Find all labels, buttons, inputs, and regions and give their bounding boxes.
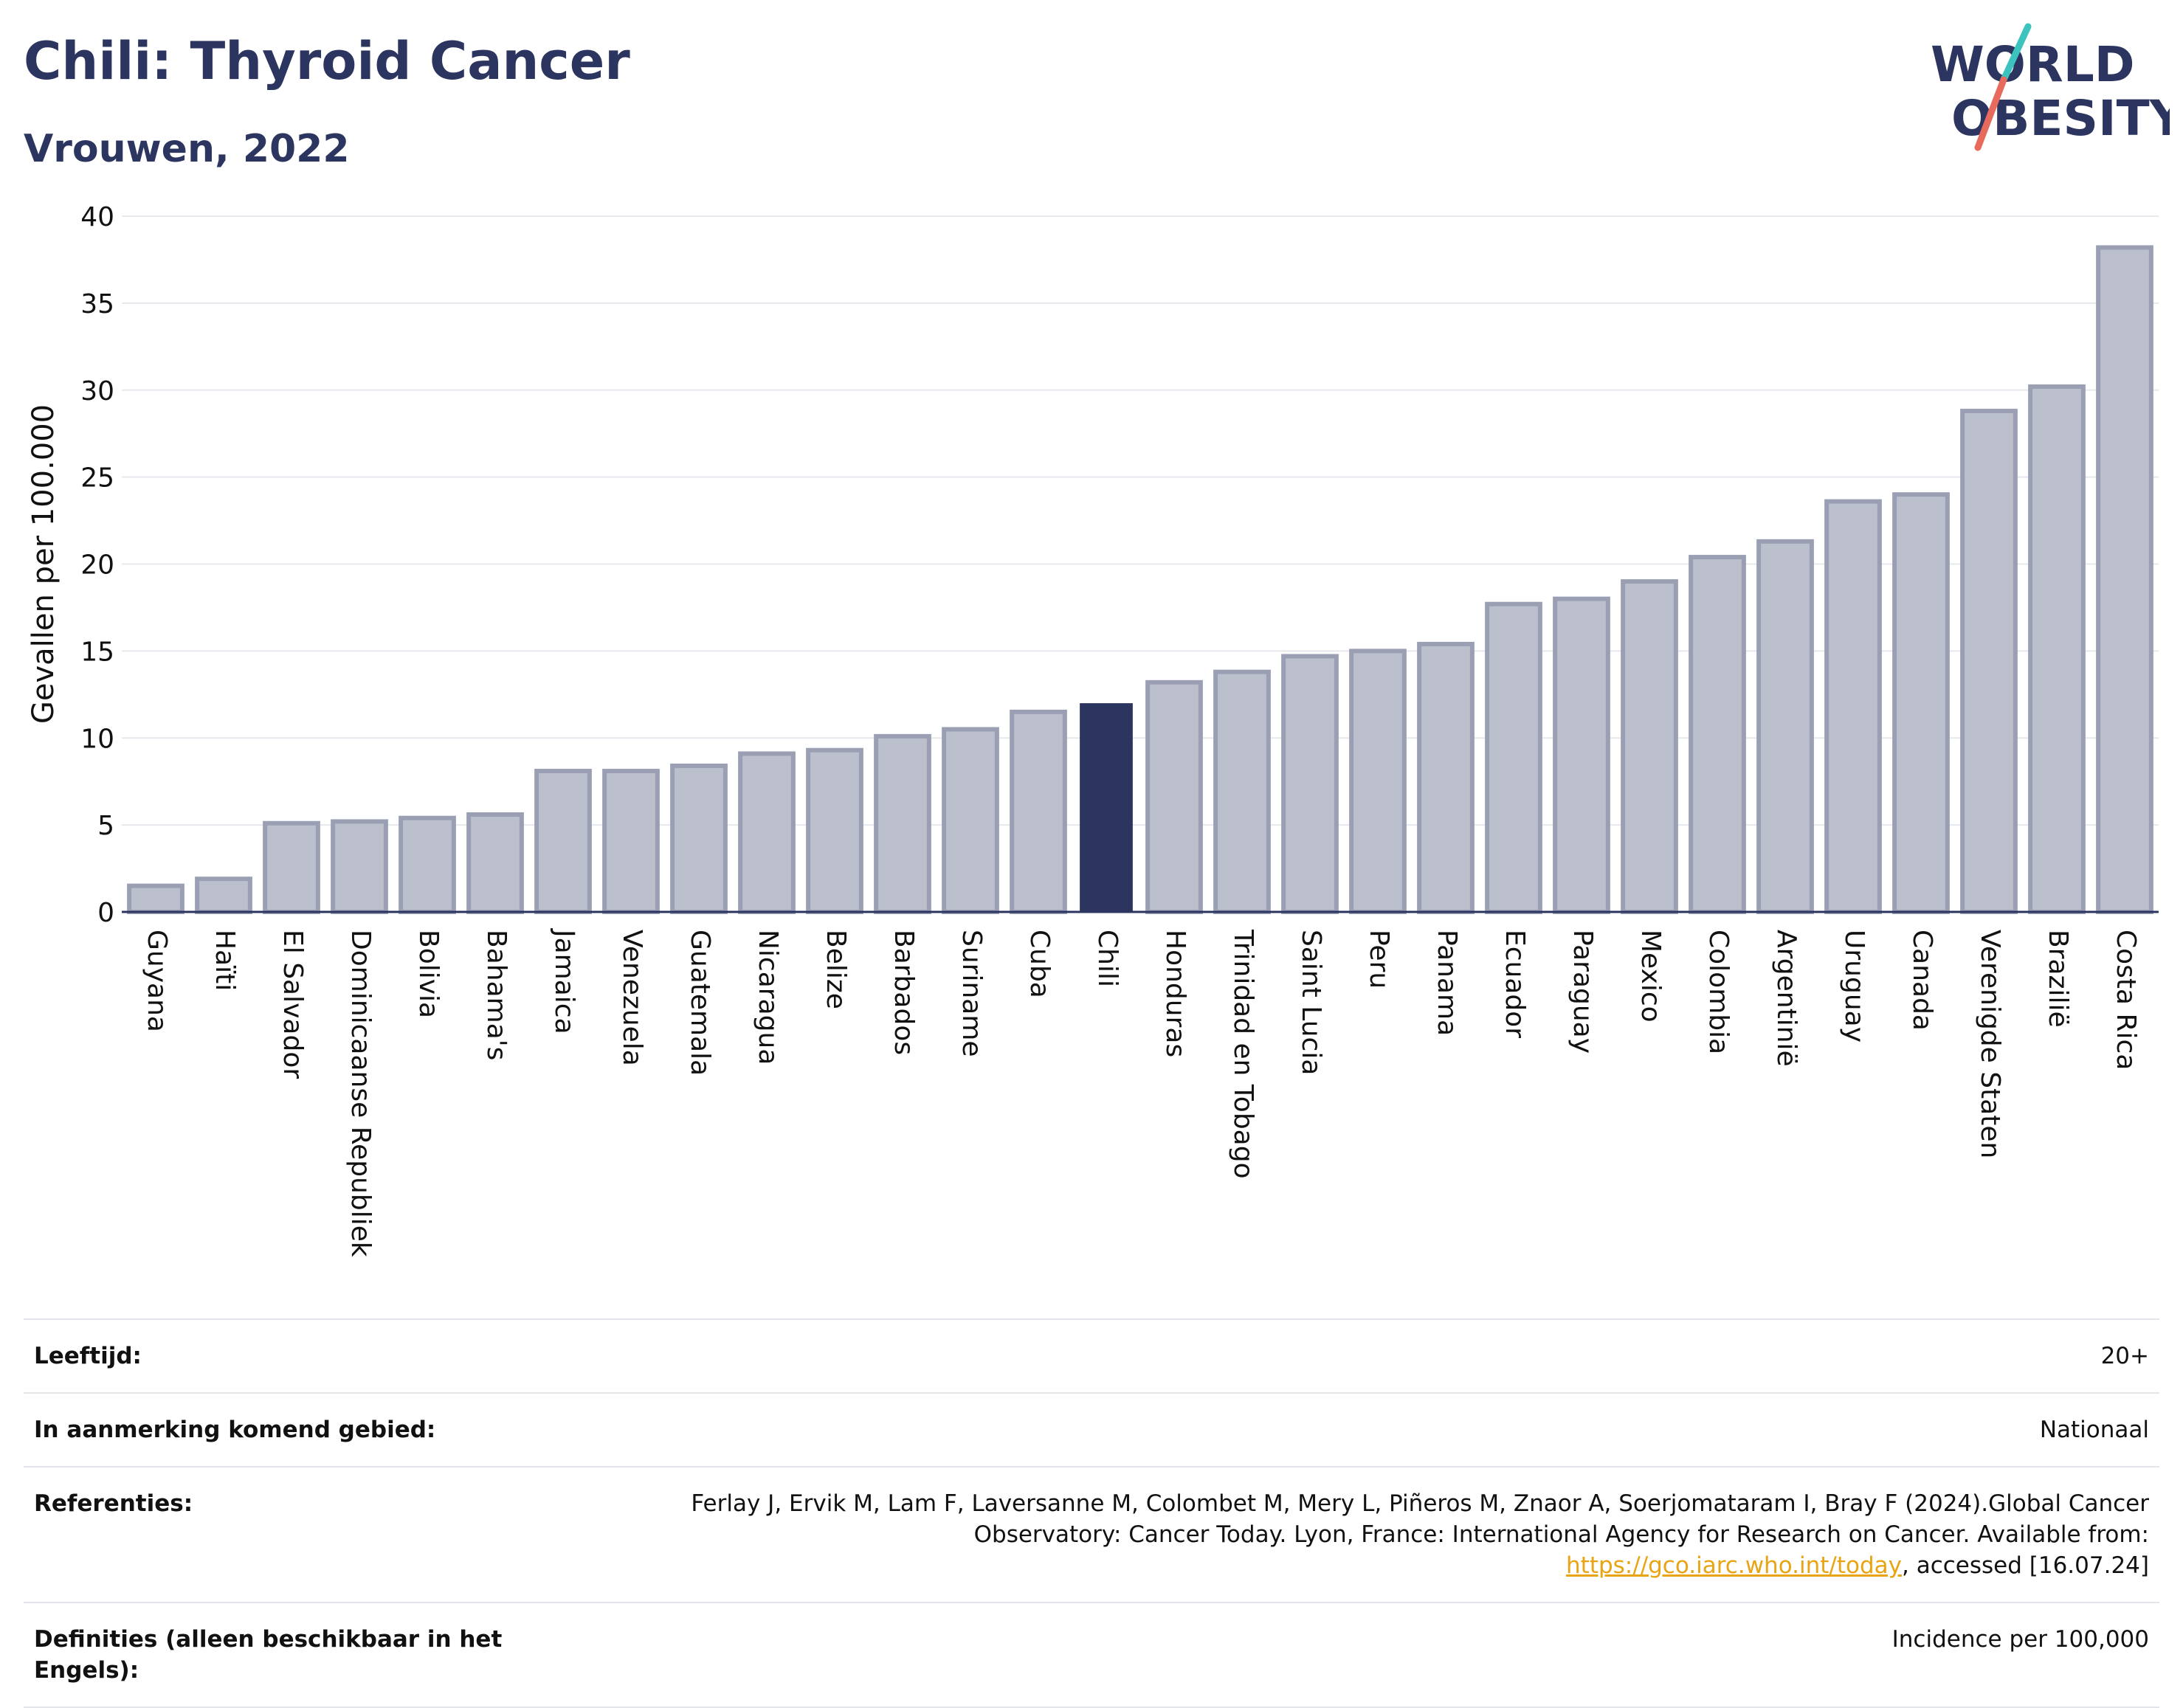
bar (1485, 601, 1542, 914)
x-tick-label: Jamaica (549, 928, 579, 1034)
x-tick-label: Mexico (1635, 930, 1666, 1023)
y-tick-label: 20 (80, 550, 114, 581)
y-tick-label: 5 (97, 811, 114, 841)
x-tick-label: Saint Lucia (1296, 930, 1326, 1075)
x-tick-label: Argentinië (1771, 930, 1801, 1067)
references-value: Ferlay J, Ervik M, Lam F, Laversanne M, … (636, 1488, 2149, 1581)
x-tick-label: Colombia (1703, 930, 1734, 1054)
x-tick-label: Paraguay (1568, 930, 1598, 1054)
bar-highlighted (1080, 703, 1133, 912)
bar (1553, 596, 1610, 915)
x-tick-label: Verenigde Staten (1975, 930, 2005, 1158)
meta-row-references: Referenties: Ferlay J, Ervik M, Lam F, L… (24, 1467, 2159, 1603)
x-tick-label: Guatemala (685, 930, 715, 1076)
meta-row-age: Leeftijd: 20+ (24, 1320, 2159, 1394)
chart-subtitle: Vrouwen, 2022 (24, 127, 350, 171)
x-tick-label: Brazilië (2043, 930, 2073, 1028)
definitions-label: Definities (alleen beschikbaar in het En… (34, 1626, 503, 1684)
x-tick-label: Trinidad en Tobago (1228, 929, 1258, 1179)
y-tick-label: 40 (80, 202, 114, 232)
bar (1145, 680, 1203, 914)
bar-chart: 0 5 10 15 20 25 30 35 40 Guyana Haïti El Salvador D… (27, 202, 2159, 1257)
logo-slash-teal (2000, 23, 2032, 83)
meta-row-area: In aanmerking komend gebied: Nationaal (24, 1394, 2159, 1467)
grid-layer (122, 215, 2159, 826)
area-label: In aanmerking komend gebied: (34, 1417, 436, 1443)
x-tick-label: Uruguay (1839, 930, 1869, 1043)
references-link[interactable]: https://gco.iarc.who.int/today (1566, 1552, 1902, 1579)
x-tick-label: Cuba (1024, 930, 1055, 998)
bar (670, 763, 728, 914)
bar (1621, 579, 1678, 914)
bar (1010, 709, 1067, 914)
y-axis-label: Gevallen per 100.000 (27, 404, 61, 724)
x-tick-label: Honduras (1160, 930, 1190, 1057)
metadata-table: Leeftijd: 20+ In aanmerking komend gebie… (24, 1318, 2159, 1708)
x-tick-label: Peru (1364, 930, 1394, 989)
bar (1824, 499, 1882, 914)
bar (534, 769, 592, 914)
bars (127, 245, 2153, 915)
x-tick-label: Costa Rica (2111, 930, 2141, 1070)
bar (2028, 384, 2086, 914)
x-tick-label: Venezuela (617, 930, 647, 1066)
x-tick-label: Dominicaanse Republiek (345, 930, 376, 1257)
chart-title: Chili: Thyroid Cancer (24, 31, 630, 91)
bar (1960, 409, 2018, 914)
bar (399, 815, 456, 914)
x-tick-label: Chili (1092, 930, 1122, 987)
references-text: Ferlay J, Ervik M, Lam F, Laversanne M, … (691, 1490, 2149, 1548)
meta-row-definitions: Definities (alleen beschikbaar in het En… (24, 1603, 2159, 1708)
y-tick-labels: 0 5 10 15 20 25 30 35 40 (80, 202, 114, 928)
bar (2096, 245, 2153, 914)
x-tick-label: Ecuador (1500, 930, 1530, 1038)
age-label: Leeftijd: (34, 1343, 142, 1369)
x-tick-label: Panama (1432, 930, 1462, 1036)
x-tick-label: Suriname (956, 930, 987, 1057)
bar (1349, 649, 1407, 914)
x-tick-label: Bahama's (481, 930, 511, 1060)
x-tick-label: Guyana (142, 930, 172, 1032)
definitions-value: Incidence per 100,000 (1891, 1626, 2149, 1653)
bar (1213, 669, 1271, 914)
area-value: Nationaal (2039, 1417, 2149, 1443)
x-tick-label: Barbados (889, 930, 919, 1055)
references-tail: , accessed [16.07.24] (1901, 1552, 2149, 1579)
bar (331, 819, 388, 915)
world-obesity-logo: WORLD OBESITY (1931, 23, 2170, 151)
age-value: 20+ (2100, 1343, 2149, 1369)
logo-slash-red (1974, 76, 2007, 151)
x-tick-label: Haïti (210, 930, 240, 991)
x-tick-label: El Salvador (277, 930, 308, 1079)
bar (738, 751, 796, 915)
bar (942, 727, 999, 915)
bar (1892, 492, 1950, 914)
bar (806, 747, 863, 914)
y-tick-label: 15 (80, 637, 114, 667)
y-tick-label: 0 (97, 898, 114, 928)
bar (127, 883, 184, 914)
x-tick-label: Belize (821, 930, 851, 1009)
bar (1689, 555, 1746, 914)
bar (1756, 539, 1814, 914)
y-tick-label: 10 (80, 724, 114, 754)
bar (1281, 654, 1339, 914)
x-tick-label: Nicaragua (753, 930, 783, 1065)
x-tick-label: Canada (1907, 930, 1937, 1031)
references-label: Referenties: (34, 1490, 193, 1517)
y-tick-label: 35 (80, 289, 114, 319)
x-tick-labels: Guyana Haïti El Salvador Dominicaanse Repub… (142, 928, 2141, 1257)
bar (602, 769, 660, 914)
bar (874, 733, 931, 915)
bar (195, 877, 252, 915)
logo-text-world: WORLD (1931, 36, 2135, 93)
y-tick-label: 25 (80, 463, 114, 494)
bar (263, 820, 320, 914)
x-tick-label: Bolivia (413, 930, 444, 1018)
y-tick-label: 30 (80, 376, 114, 407)
bar (1417, 641, 1475, 914)
bar (466, 812, 524, 914)
